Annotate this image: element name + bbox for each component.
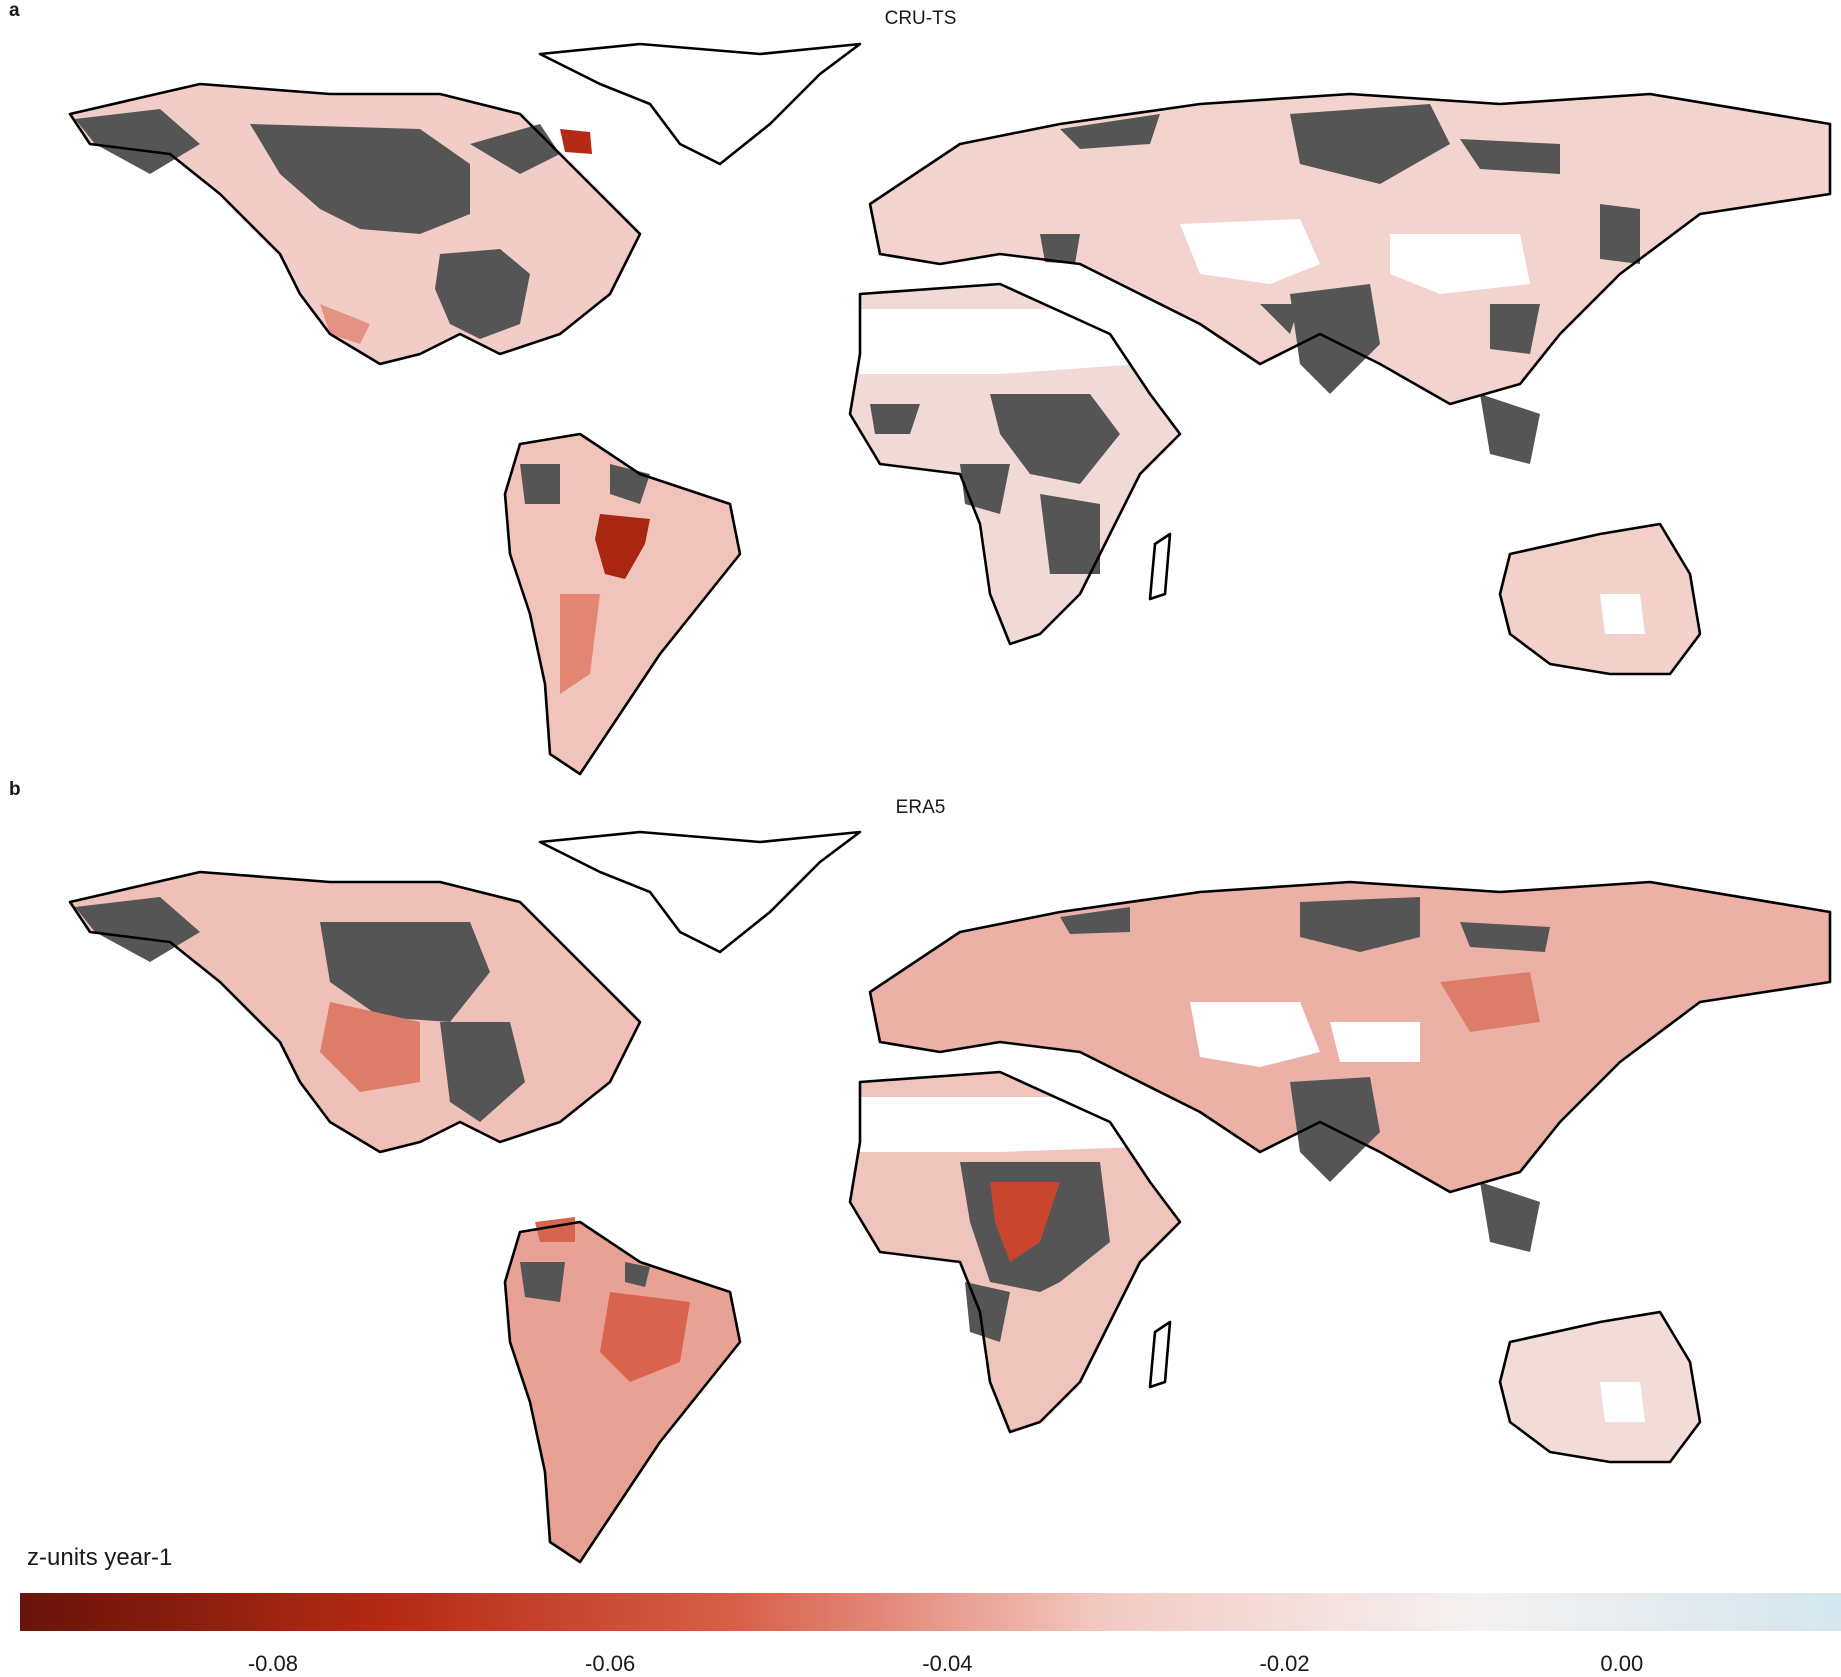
no-data-region xyxy=(1480,394,1540,464)
colorbar-tick-label: -0.08 xyxy=(247,1651,298,1676)
no-data-region xyxy=(1290,104,1450,184)
strong-negative-trend-area xyxy=(595,514,650,579)
no-data-region xyxy=(1290,284,1380,394)
trend-region-australia xyxy=(1500,524,1700,674)
moderate-negative-trend-area xyxy=(1440,972,1540,1032)
coastline-layer xyxy=(68,830,1832,1564)
map-panel-a xyxy=(68,42,1832,776)
legend-title: z-units year-1 xyxy=(27,1544,173,1571)
no-data-region xyxy=(870,404,920,434)
moderate-negative-trend-area xyxy=(560,594,600,694)
no-trend-region xyxy=(1600,1382,1645,1422)
south-america-outline xyxy=(503,432,742,776)
no-data-region xyxy=(1300,897,1420,952)
north-america-outline xyxy=(68,870,642,1154)
no-data-region xyxy=(1060,907,1130,934)
no-data-region xyxy=(965,1282,1010,1342)
australia-outline xyxy=(1498,1310,1702,1464)
no-data-region xyxy=(1040,234,1080,264)
colorbar xyxy=(20,1593,1841,1631)
no-data-region xyxy=(1060,114,1160,149)
no-trend-region xyxy=(1180,219,1320,284)
strong-negative-trend-area xyxy=(560,129,592,154)
panel-b-letter: b xyxy=(9,779,21,800)
no-data-region xyxy=(1600,204,1640,264)
madagascar-outline xyxy=(1148,532,1172,601)
africa-outline xyxy=(848,1070,1182,1434)
no-data-region xyxy=(520,464,560,504)
north-america-outline xyxy=(68,82,642,366)
no-trend-region xyxy=(855,1097,1140,1152)
no-data-region xyxy=(75,109,200,174)
no-trend-region xyxy=(1390,234,1530,294)
no-data-region xyxy=(320,922,490,1022)
trend-raster-layer xyxy=(70,84,1830,774)
south-america-outline xyxy=(503,1220,742,1564)
trend-raster-layer xyxy=(70,872,1830,1562)
colorbar-tick-label: -0.04 xyxy=(922,1651,973,1676)
colorbar-tick-label: -0.02 xyxy=(1259,1651,1310,1676)
australia-outline xyxy=(1498,522,1702,676)
no-trend-region xyxy=(1190,1002,1320,1067)
panel-b-title: ERA5 xyxy=(895,797,946,818)
no-data-region xyxy=(990,394,1120,484)
no-data-region xyxy=(625,1262,650,1287)
eurasia-outline xyxy=(868,880,1832,1194)
colorbar-tick-label: -0.06 xyxy=(585,1651,636,1676)
greenland-outline xyxy=(538,830,862,954)
panel-a-letter: a xyxy=(9,0,20,21)
no-data-region xyxy=(960,464,1010,514)
no-data-region xyxy=(1460,922,1550,952)
no-data-region xyxy=(1480,1182,1540,1252)
no-data-region xyxy=(1490,304,1540,354)
eurasia-outline xyxy=(868,92,1832,406)
moderate-negative-trend-area xyxy=(600,1292,690,1382)
greenland-outline xyxy=(538,42,862,166)
no-data-region xyxy=(1260,304,1300,334)
no-data-region xyxy=(470,124,560,174)
africa-outline xyxy=(848,282,1182,646)
trend-region-eurasia xyxy=(870,94,1830,404)
coastline-layer xyxy=(68,42,1832,776)
no-trend-region xyxy=(1330,1022,1420,1062)
madagascar-outline xyxy=(1148,1320,1172,1389)
strong-negative-trend-area xyxy=(990,1182,1060,1262)
no-data-region xyxy=(520,1262,565,1302)
no-data-region xyxy=(1040,494,1100,574)
no-data-region xyxy=(435,249,530,339)
moderate-negative-trend-area xyxy=(320,1002,420,1092)
no-trend-region xyxy=(1600,594,1645,634)
panel-a-title: CRU-TS xyxy=(884,8,957,29)
no-data-region xyxy=(75,897,200,962)
no-trend-region xyxy=(855,309,1140,374)
no-data-region xyxy=(250,124,470,234)
colorbar-tick-label: 0.00 xyxy=(1600,1651,1644,1676)
trend-region-australia xyxy=(1500,1312,1700,1462)
no-data-region xyxy=(1460,139,1560,174)
no-data-region xyxy=(440,1022,525,1122)
map-panel-b xyxy=(68,830,1832,1564)
